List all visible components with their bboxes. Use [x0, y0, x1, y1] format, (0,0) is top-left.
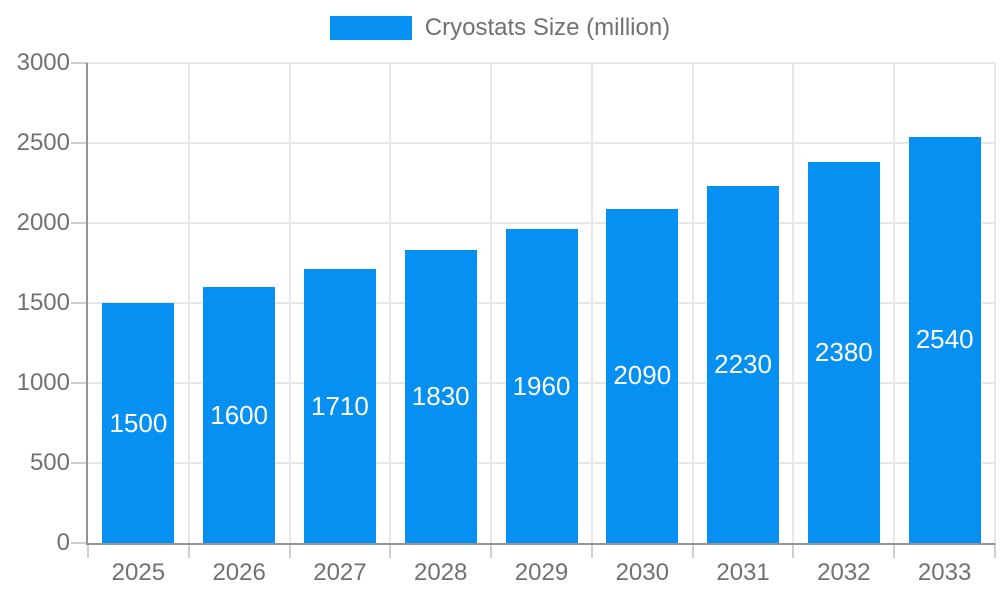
bar-2030[interactable]: 2090	[606, 208, 679, 543]
y-axis-tick-mark	[71, 542, 88, 544]
x-axis-line	[86, 543, 995, 545]
y-axis-tick-mark	[71, 62, 88, 64]
y-axis-line	[86, 63, 88, 545]
x-axis-tick-label: 2025	[111, 559, 166, 586]
x-axis-tick-mark	[994, 543, 996, 558]
bar-value-label: 1960	[512, 370, 571, 401]
x-axis-tick-label: 2032	[817, 559, 871, 586]
bar-value-label: 2380	[814, 337, 873, 368]
y-axis-tick-mark	[71, 222, 88, 224]
x-axis-tick-label: 2028	[414, 559, 468, 586]
legend-swatch	[329, 16, 412, 40]
bar-value-label: 1500	[109, 407, 168, 438]
x-gridline	[490, 63, 493, 543]
y-axis-tick-mark	[71, 382, 88, 384]
x-axis-tick-mark	[691, 543, 694, 558]
bar-2025[interactable]: 1500	[102, 303, 175, 543]
y-axis-tick-label: 3000	[16, 49, 70, 76]
y-axis-tick-label: 0	[56, 529, 70, 556]
y-axis-tick-label: 2000	[16, 209, 70, 236]
bar-2032[interactable]: 2380	[807, 162, 880, 543]
x-gridline	[893, 63, 896, 543]
x-axis-tick-label: 2027	[313, 559, 367, 586]
x-gridline	[691, 63, 694, 543]
bar-2028[interactable]: 1830	[404, 250, 477, 543]
bar-value-label: 1710	[311, 390, 369, 421]
bar-value-label: 1830	[411, 381, 470, 412]
x-gridline	[994, 63, 996, 543]
bar-value-label: 1600	[210, 399, 269, 430]
y-axis-tick-label: 1500	[16, 289, 70, 316]
x-gridline	[288, 63, 291, 543]
y-gridline	[88, 62, 995, 64]
x-axis-tick-mark	[490, 543, 493, 558]
x-gridline	[590, 63, 593, 543]
bar-2026[interactable]: 1600	[203, 287, 276, 543]
y-axis-tick-mark	[71, 302, 88, 304]
x-axis-tick-label: 2026	[212, 559, 266, 586]
legend-item-cryostats-size[interactable]: Cryostats Size (million)	[329, 14, 671, 42]
x-axis-tick-mark	[87, 543, 89, 558]
y-axis-tick-mark	[71, 142, 88, 144]
y-axis-tick-mark	[71, 462, 88, 464]
x-axis-tick-mark	[288, 543, 291, 558]
y-gridline	[88, 222, 995, 224]
x-axis-tick-mark	[792, 543, 795, 558]
x-gridline	[792, 63, 795, 543]
bar-value-label: 2090	[613, 360, 672, 391]
bar-2033[interactable]: 2540	[908, 136, 981, 543]
x-axis-tick-label: 2033	[917, 559, 972, 586]
y-gridline	[88, 142, 995, 144]
x-axis-tick-label: 2031	[716, 559, 770, 586]
x-axis-tick-mark	[590, 543, 593, 558]
legend-label: Cryostats Size (million)	[424, 14, 671, 41]
x-axis-tick-label: 2030	[615, 559, 669, 586]
x-axis-tick-mark	[187, 543, 190, 558]
bar-value-label: 2230	[714, 349, 772, 380]
y-axis-tick-label: 1000	[16, 369, 70, 396]
legend: Cryostats Size (million)	[0, 14, 1000, 42]
bar-2029[interactable]: 1960	[505, 229, 578, 543]
y-axis-tick-label: 2500	[16, 129, 70, 156]
bar-2027[interactable]: 1710	[303, 269, 376, 543]
bar-2031[interactable]: 2230	[707, 186, 780, 543]
x-axis-tick-label: 2029	[514, 559, 569, 586]
x-gridline	[389, 63, 392, 543]
x-axis-tick-mark	[893, 543, 896, 558]
y-axis-tick-label: 500	[29, 449, 70, 476]
x-axis-tick-mark	[389, 543, 392, 558]
x-gridline	[187, 63, 190, 543]
bar-value-label: 2540	[915, 324, 974, 355]
